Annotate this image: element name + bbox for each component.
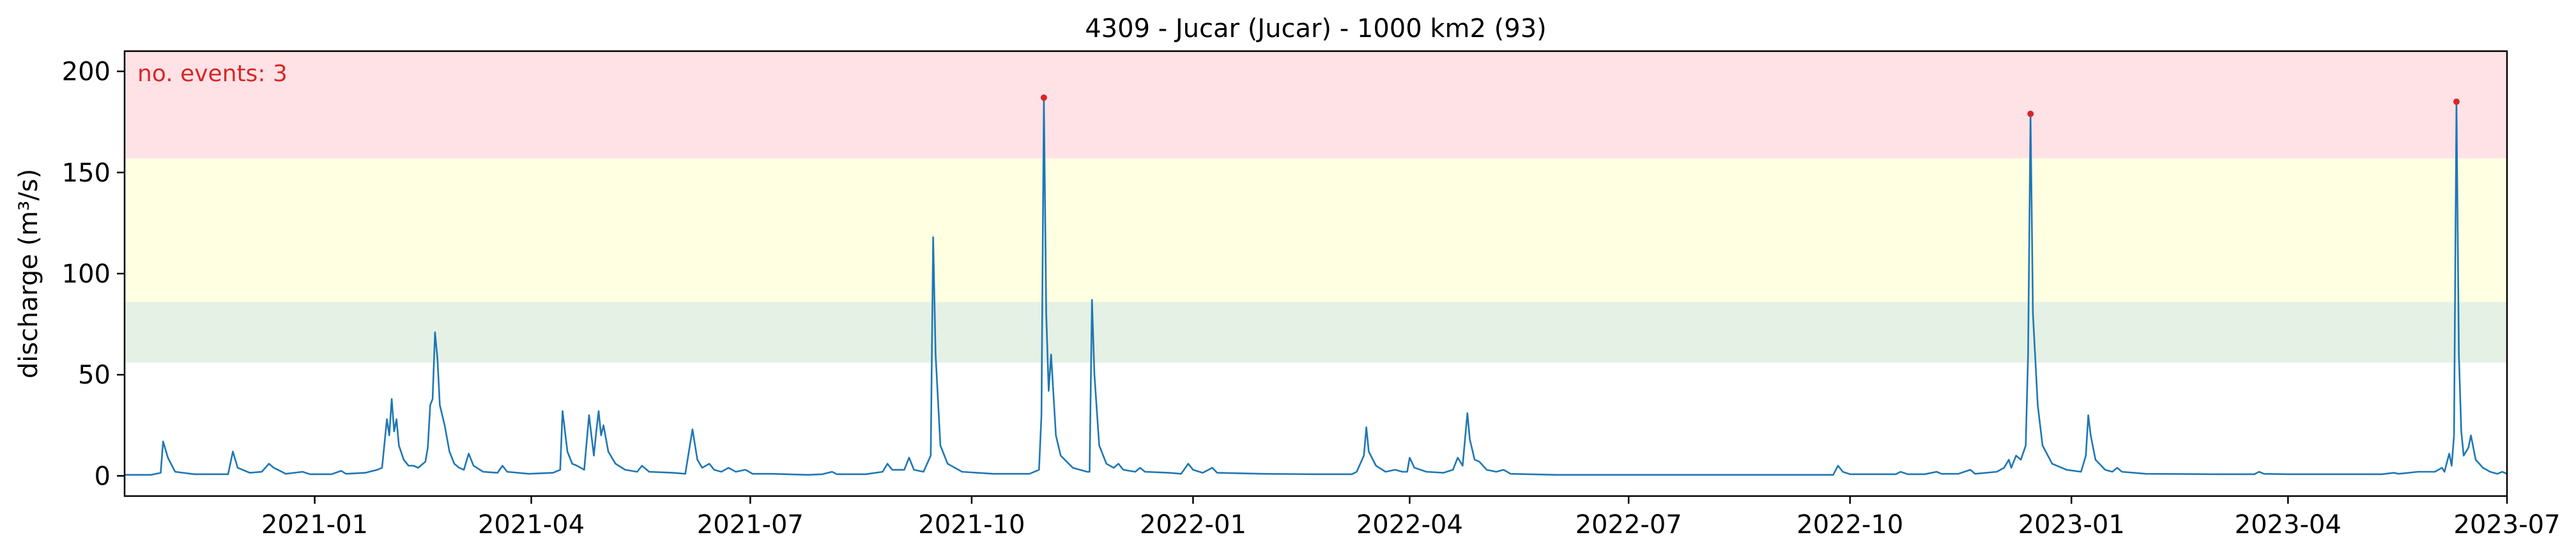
event-markers [1040,94,2460,118]
y-tick-label: 100 [62,260,111,289]
y-axis-label: discharge (m³/s) [14,169,43,378]
threshold-band-1 [125,302,2507,363]
y-tick-label: 50 [78,361,111,390]
x-tick-label: 2023-01 [2018,510,2125,540]
event-count-annotation: no. events: 3 [137,61,288,87]
x-tick-label: 2021-07 [697,510,804,540]
x-tick-label: 2021-04 [478,510,585,540]
x-axis: 2021-01 2021-04 2021-07 2021-10 2022-01 2022-… [261,496,2561,540]
x-tick-label: 2023-04 [2235,510,2342,540]
y-tick-label: 200 [62,58,111,87]
series-group [125,97,2508,476]
x-tick-label: 2023-07 [2453,510,2560,540]
threshold-bands [125,51,2507,363]
x-tick-label: 2021-10 [918,510,1025,540]
threshold-band-2 [125,158,2507,302]
event-marker-2 [2027,111,2034,118]
threshold-band-3 [125,51,2507,159]
x-tick-label: 2022-07 [1575,510,1682,540]
discharge-series-line [125,97,2508,476]
x-tick-label: 2022-04 [1356,510,1463,540]
y-tick-label: 0 [95,462,111,491]
x-tick-label: 2022-01 [1140,510,1246,540]
y-axis: 0 50 100 150 200 [62,58,125,491]
x-tick-label: 2022-10 [1797,510,1903,540]
event-marker-1 [1040,94,1047,101]
chart-title: 4309 - Jucar (Jucar) - 1000 km2 (93) [1085,14,1547,43]
x-tick-label: 2021-01 [261,510,368,540]
y-tick-label: 150 [62,159,111,188]
event-marker-3 [2453,98,2460,105]
